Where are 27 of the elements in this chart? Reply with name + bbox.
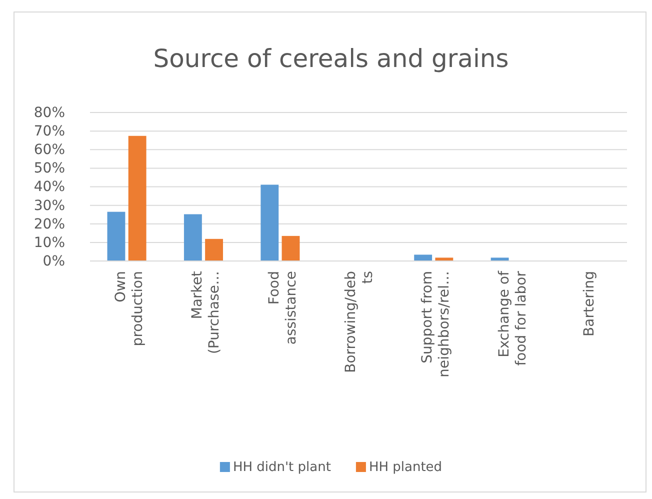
bar	[435, 258, 454, 261]
y-tick-label: 70%	[34, 124, 65, 140]
bar	[107, 212, 126, 261]
bar	[490, 258, 509, 261]
x-tick-label: Borrowing/deb ts	[343, 270, 376, 373]
y-tick-label: 20%	[34, 216, 65, 232]
bar	[184, 214, 202, 261]
y-tick-label: 10%	[34, 234, 65, 251]
bar	[414, 254, 432, 261]
bar	[282, 236, 300, 261]
y-tick-label: 80%	[34, 104, 65, 121]
legend-label: HH didn't plant	[232, 460, 331, 475]
bar	[205, 238, 224, 261]
y-tick-label: 50%	[34, 160, 65, 177]
x-tick-label: Market (Purchase…	[190, 270, 223, 354]
legend-label: HH planted	[368, 460, 442, 475]
x-tick-label: Support from neighbors/rel…	[420, 271, 453, 378]
y-tick-label: 40%	[34, 179, 65, 196]
y-tick-label: 0%	[42, 253, 65, 270]
bar	[260, 184, 279, 261]
y-tick-label: 60%	[34, 142, 65, 158]
y-tick-label: 30%	[34, 198, 65, 214]
chart-title: Source of cereals and grains	[153, 44, 509, 73]
x-tick-label: Bartering	[582, 271, 598, 336]
x-tick-label: Food assistance	[266, 271, 300, 345]
x-tick-label: Own production	[112, 271, 146, 346]
bar	[128, 136, 146, 261]
